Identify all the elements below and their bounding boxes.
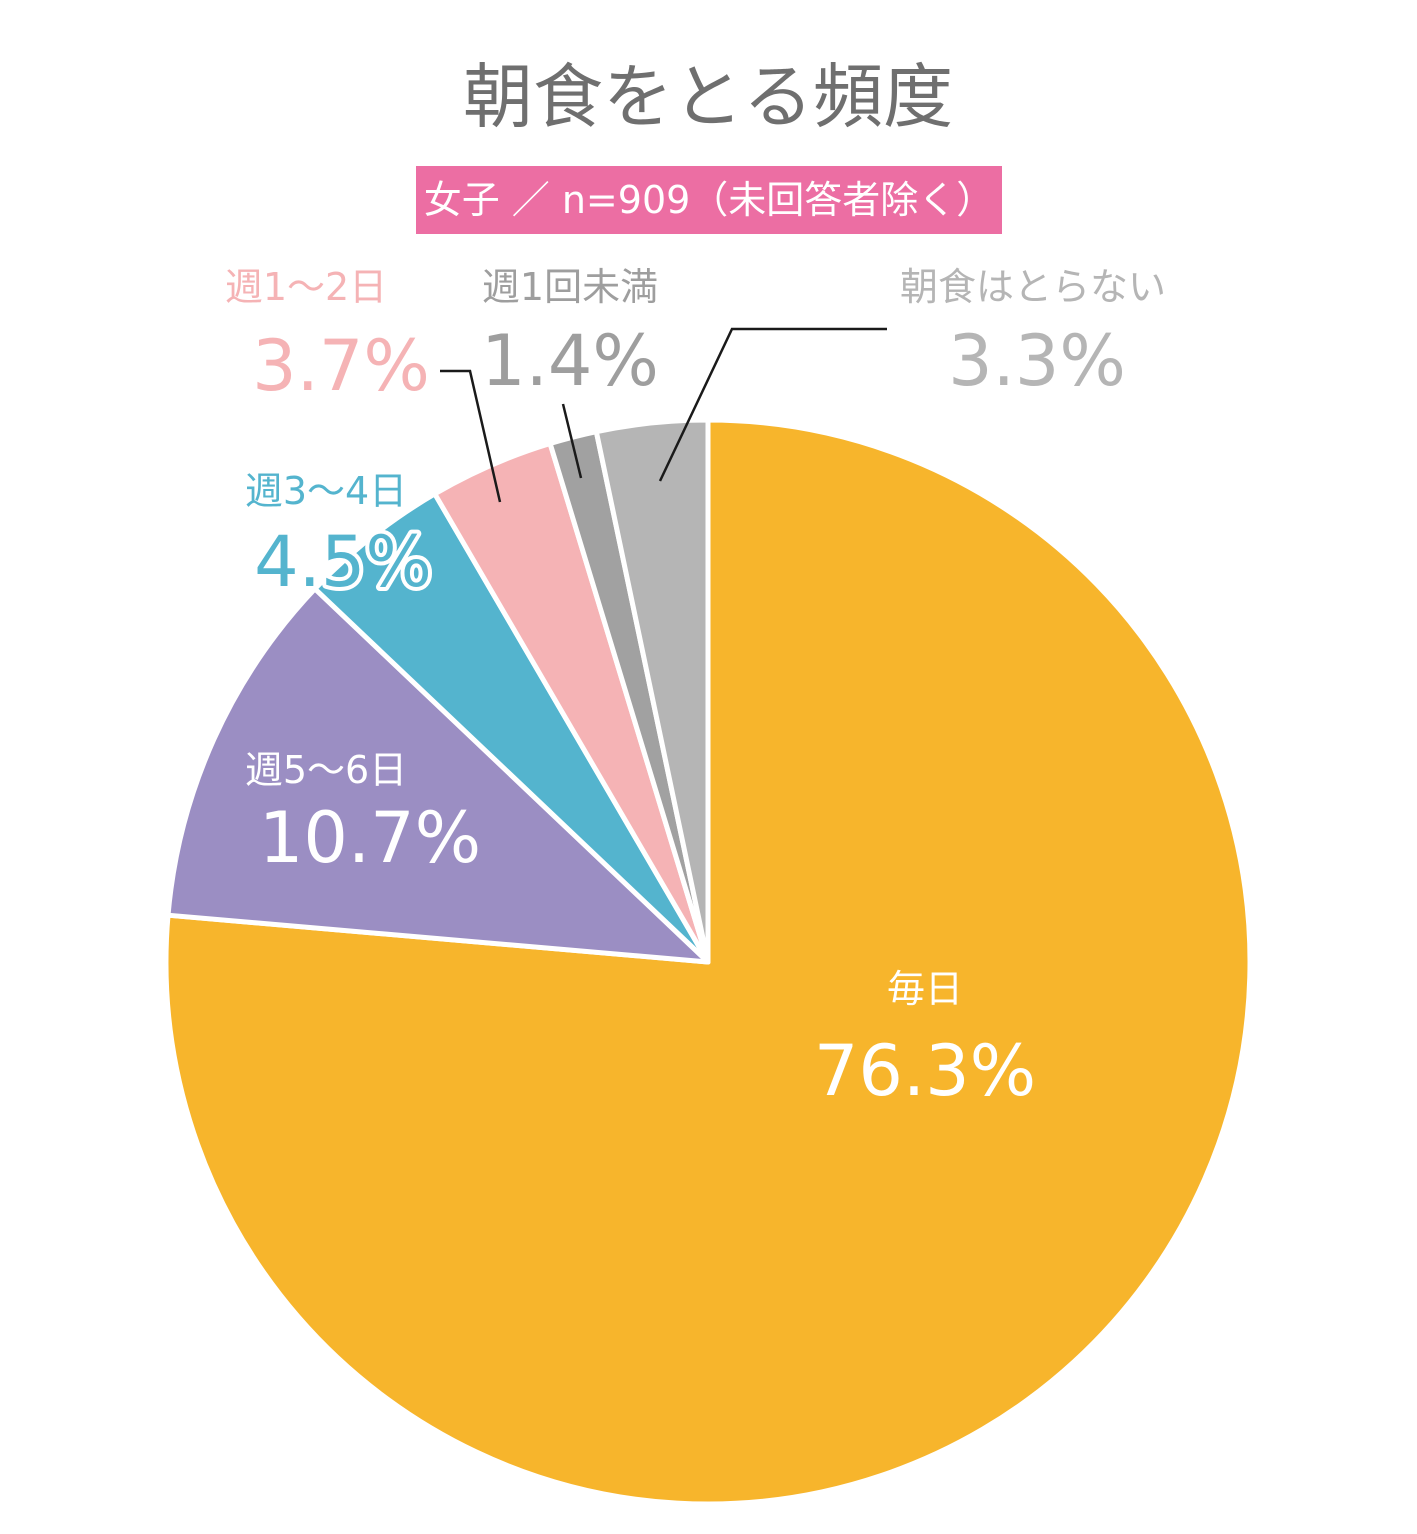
slice-2-wedge xyxy=(165,586,711,965)
chart-subtitle: 女子 ／ n=909（未回答者除く） xyxy=(424,178,995,222)
subtitle-badge xyxy=(416,166,1002,234)
slice-6-value-label: 3.3% xyxy=(948,320,1126,402)
slice-1-value-label: 76.3% xyxy=(814,1030,1036,1112)
slice-4-leader-line xyxy=(440,369,502,503)
leader-lines xyxy=(440,327,887,503)
slice-5-value-label: 1.4% xyxy=(481,320,659,402)
slice-4-category-label: 週1～2日 xyxy=(225,265,387,309)
slice-5-leader-line xyxy=(561,403,583,479)
slice-1-category-label: 毎日 xyxy=(887,967,963,1011)
slice-5-category-label: 週1回未満 xyxy=(482,265,658,309)
slice-3-value-label: 4.5% xyxy=(254,521,432,603)
pie-slices xyxy=(163,417,1253,1507)
slice-labels: 毎日 76.3% 週5～6日 10.7% 週3～4日 4.5% 週1～2日 3.7% 週1回未満… xyxy=(225,265,1166,1112)
slice-4-value-label: 3.7% xyxy=(252,325,430,407)
slice-6-leader-line xyxy=(658,327,887,482)
slice-3-category-label: 週3～4日 xyxy=(245,469,407,513)
slice-6-wedge xyxy=(593,417,711,965)
chart-title: 朝食をとる頻度 xyxy=(463,56,953,138)
slice-6-category-label: 朝食はとらない xyxy=(900,265,1166,309)
slice-2-value-label: 10.7% xyxy=(259,797,481,879)
slice-2-category-label: 週5～6日 xyxy=(245,748,407,792)
